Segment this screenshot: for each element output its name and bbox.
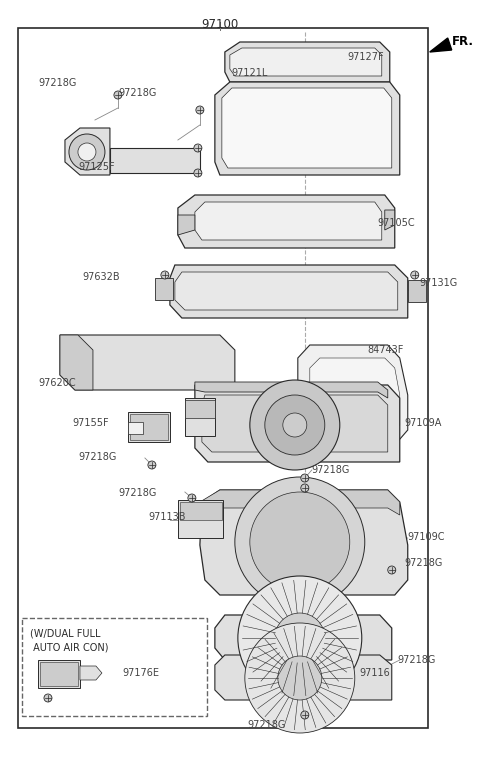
Bar <box>128 412 170 442</box>
Circle shape <box>301 474 309 482</box>
Text: 97116: 97116 <box>360 668 391 678</box>
Polygon shape <box>202 395 388 452</box>
Circle shape <box>78 143 96 161</box>
Circle shape <box>290 628 310 648</box>
Polygon shape <box>225 42 390 82</box>
Circle shape <box>250 492 350 592</box>
Text: 97105C: 97105C <box>378 218 415 228</box>
Bar <box>185 398 215 436</box>
Polygon shape <box>80 666 102 680</box>
Text: 97127F: 97127F <box>348 52 384 62</box>
Circle shape <box>188 494 196 502</box>
Text: 97131G: 97131G <box>420 278 458 288</box>
Polygon shape <box>195 385 400 462</box>
Text: 97218G: 97218G <box>38 78 76 88</box>
Circle shape <box>44 694 52 702</box>
Text: 97109C: 97109C <box>408 532 445 542</box>
Text: FR.: FR. <box>452 35 474 48</box>
Text: 97218G: 97218G <box>118 88 156 98</box>
Polygon shape <box>195 382 388 398</box>
Polygon shape <box>65 128 110 175</box>
Text: 97125F: 97125F <box>78 162 115 172</box>
Text: 97218G: 97218G <box>405 558 443 568</box>
Text: 84743F: 84743F <box>368 345 404 355</box>
Bar <box>38 660 80 688</box>
Polygon shape <box>230 48 382 76</box>
Polygon shape <box>200 490 400 515</box>
Text: 97100: 97100 <box>201 18 239 31</box>
Text: (W/DUAL FULL: (W/DUAL FULL <box>30 628 100 638</box>
Polygon shape <box>170 265 408 318</box>
Bar <box>40 662 78 686</box>
Bar <box>22 618 207 716</box>
Text: 97620C: 97620C <box>38 378 76 388</box>
Circle shape <box>69 134 105 170</box>
Circle shape <box>411 271 419 279</box>
Circle shape <box>238 576 362 700</box>
Text: 97155F: 97155F <box>72 418 108 428</box>
Text: 97218G: 97218G <box>248 720 286 730</box>
Polygon shape <box>385 210 395 230</box>
Bar <box>18 28 428 728</box>
Polygon shape <box>215 615 392 660</box>
Circle shape <box>161 271 169 279</box>
Text: 97632B: 97632B <box>82 272 120 282</box>
Circle shape <box>194 169 202 177</box>
Circle shape <box>148 461 156 469</box>
Polygon shape <box>222 88 392 168</box>
Text: 97218G: 97218G <box>78 452 116 462</box>
Bar <box>180 502 222 520</box>
Text: 97109A: 97109A <box>405 418 442 428</box>
Circle shape <box>388 566 396 574</box>
Circle shape <box>196 106 204 114</box>
Polygon shape <box>178 215 195 235</box>
Circle shape <box>245 623 355 733</box>
Circle shape <box>301 711 309 719</box>
Circle shape <box>250 380 340 470</box>
Circle shape <box>235 477 365 607</box>
Circle shape <box>265 395 325 455</box>
Bar <box>155 278 173 300</box>
Bar <box>130 414 168 440</box>
Polygon shape <box>298 345 408 445</box>
Circle shape <box>194 144 202 152</box>
Text: AUTO AIR CON): AUTO AIR CON) <box>30 642 108 652</box>
Bar <box>178 500 223 538</box>
Circle shape <box>283 413 307 437</box>
Bar <box>408 280 426 302</box>
Text: 97218G: 97218G <box>118 488 156 498</box>
Text: 97218G: 97218G <box>398 655 436 665</box>
Polygon shape <box>310 358 400 435</box>
Bar <box>128 422 143 434</box>
Circle shape <box>278 656 322 700</box>
Circle shape <box>301 484 309 492</box>
Bar <box>185 400 215 418</box>
Text: 97218G: 97218G <box>312 465 350 475</box>
Circle shape <box>114 91 122 99</box>
Polygon shape <box>215 82 400 175</box>
Polygon shape <box>215 655 392 700</box>
Text: 97176E: 97176E <box>122 668 159 678</box>
Bar <box>110 148 200 173</box>
Polygon shape <box>178 195 395 248</box>
Circle shape <box>275 613 325 663</box>
Text: 97113B: 97113B <box>148 512 185 522</box>
Polygon shape <box>200 490 408 595</box>
Text: 97121L: 97121L <box>232 68 268 78</box>
Polygon shape <box>430 38 452 52</box>
Polygon shape <box>60 335 235 390</box>
Polygon shape <box>195 202 382 240</box>
Polygon shape <box>175 272 398 310</box>
Polygon shape <box>60 335 93 390</box>
